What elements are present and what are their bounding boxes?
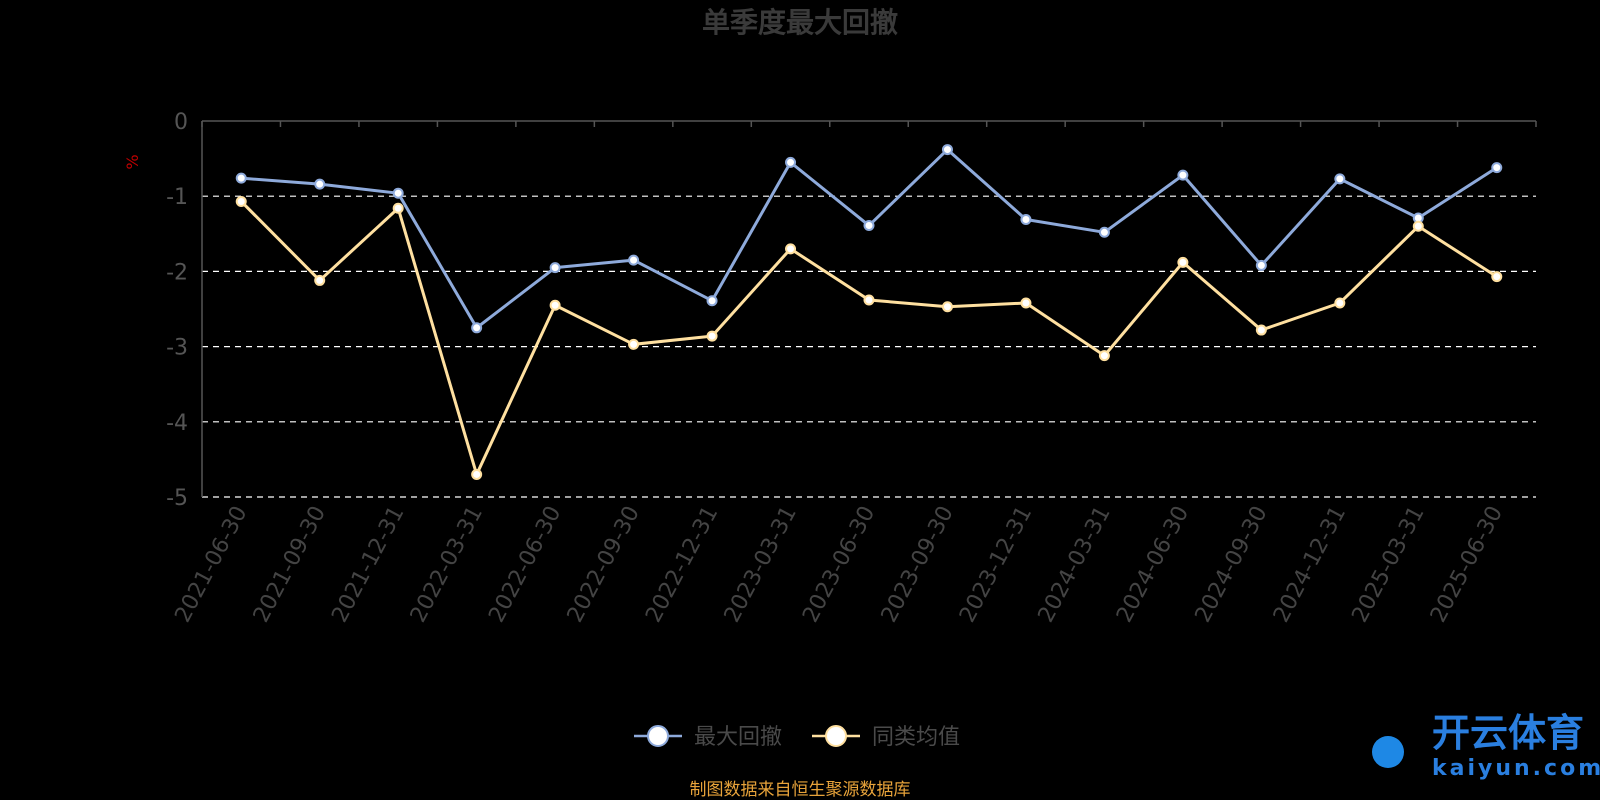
data-point [1255,259,1267,271]
legend-label: 最大回撤 [694,725,782,750]
watermark-brand-cn: 开云体育 [1432,711,1584,755]
x-tick-label: 2023-12-31 [955,502,1037,627]
y-tick-label: -3 [166,336,188,361]
data-point [706,295,718,307]
x-tick-label: 2024-12-31 [1269,502,1351,627]
y-tick-label: -2 [166,260,188,285]
x-tick-label: 2021-06-30 [170,502,252,627]
data-point [235,172,247,184]
soccer-ball-icon [1372,736,1404,768]
legend-item-peer-average[interactable]: 同类均值 [812,725,960,750]
x-tick-label: 2022-03-31 [406,502,488,627]
x-tick-labels: 2021-06-302021-09-302021-12-312022-03-31… [170,502,1508,627]
data-point [392,202,404,214]
y-tick-labels: 0 -1 -2 -3 -4 -5 [166,110,188,511]
axes [201,120,1537,497]
data-point [1020,297,1032,309]
data-point [314,274,326,286]
x-tick-label: 2023-03-31 [720,502,802,627]
data-point [1255,324,1267,336]
data-point [628,254,640,266]
y-tick-label: 0 [174,110,188,135]
data-point [1491,162,1503,174]
x-tick-label: 2022-09-30 [563,502,645,627]
data-point [1098,350,1110,362]
data-point [706,330,718,342]
x-tick-label: 2021-12-31 [327,502,409,627]
x-tick-label: 2024-03-31 [1034,502,1116,627]
grid-lines [202,195,1536,498]
legend-label: 同类均值 [872,725,960,750]
data-point [1334,297,1346,309]
legend-swatch-marker [825,725,847,747]
data-point [941,301,953,313]
data-point [863,220,875,232]
data-point [235,195,247,207]
series-lines [235,144,1503,480]
x-tick-label: 2024-06-30 [1112,502,1194,627]
x-tick-label: 2023-06-30 [798,502,880,627]
y-tick-label: -4 [166,411,188,436]
watermark-logo: 开云体育 kaiyun.com [1372,711,1600,781]
x-tick-label: 2022-12-31 [641,502,723,627]
x-tick-label: 2022-06-30 [484,502,566,627]
source-note: 制图数据来自恒生聚源数据库 [690,780,911,800]
x-tick-label: 2025-03-31 [1347,502,1429,627]
data-point [471,322,483,334]
data-point [549,299,561,311]
legend-item-max-drawdown[interactable]: 最大回撤 [634,725,782,750]
y-tick-label: -1 [166,185,188,210]
x-tick-label: 2021-09-30 [249,502,331,627]
data-point [1412,220,1424,232]
data-point [1098,226,1110,238]
data-point [863,294,875,306]
data-point [785,156,797,168]
y-tick-label: -5 [166,486,188,511]
legend: 最大回撤 同类均值 [634,725,960,750]
data-point [1334,173,1346,185]
data-point [941,144,953,156]
watermark-brand-en: kaiyun.com [1432,756,1600,781]
data-point [471,468,483,480]
data-point [314,178,326,190]
legend-swatch-marker [647,725,669,747]
data-point [1177,256,1189,268]
data-point [1491,271,1503,283]
data-point [785,243,797,255]
x-tick-label: 2025-06-30 [1426,502,1508,627]
x-tick-label: 2024-09-30 [1191,502,1273,627]
data-point [392,187,404,199]
x-tick-label: 2023-09-30 [877,502,959,627]
data-point [628,338,640,350]
data-point [1177,169,1189,181]
chart-title: 单季度最大回撤 [702,6,898,39]
series-line [240,200,1498,476]
data-point [549,262,561,274]
data-point [1020,214,1032,226]
y-axis-unit: % [123,154,142,169]
